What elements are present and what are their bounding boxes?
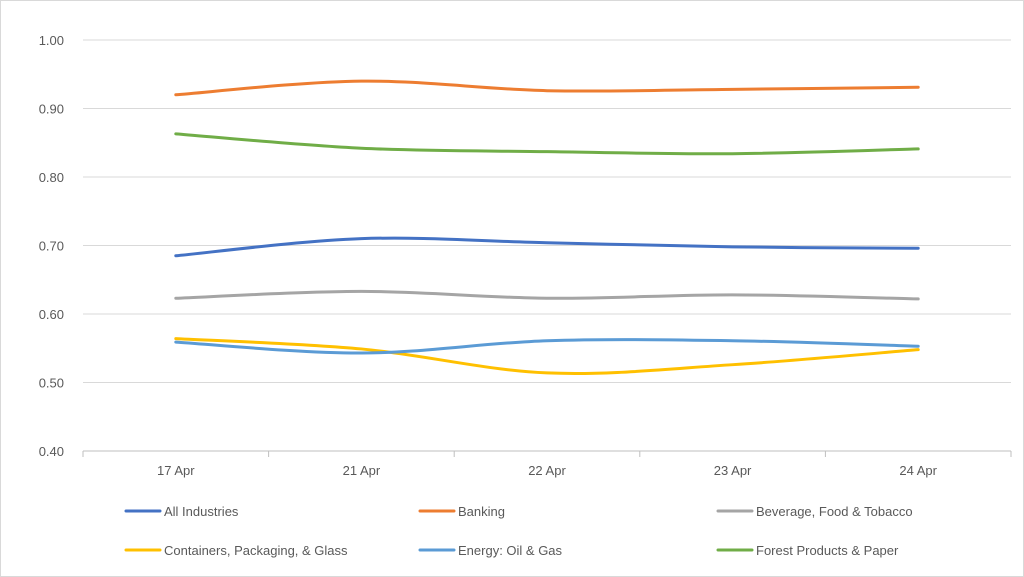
legend-label: Beverage, Food & Tobacco xyxy=(756,504,913,519)
legend-label: All Industries xyxy=(164,504,239,519)
series-lines xyxy=(174,79,920,375)
y-tick-label: 0.80 xyxy=(39,170,64,185)
gridlines xyxy=(82,39,1012,457)
y-axis-ticks: 0.40 0.50 0.60 0.70 0.80 0.90 1.00 xyxy=(39,33,64,459)
series-line-all-industries xyxy=(174,236,920,258)
x-tick-label: 21 Apr xyxy=(343,463,381,478)
series-line-forest-products-paper xyxy=(174,132,920,156)
y-tick-label: 1.00 xyxy=(39,33,64,48)
legend-label: Banking xyxy=(458,504,505,519)
y-tick-label: 0.60 xyxy=(39,307,64,322)
series-line-containers-packaging-glass xyxy=(174,337,920,375)
y-tick-label: 0.50 xyxy=(39,376,64,391)
legend: All Industries Banking Beverage, Food & To… xyxy=(124,504,913,558)
legend-label: Containers, Packaging, & Glass xyxy=(164,543,348,558)
y-tick-label: 0.40 xyxy=(39,444,64,459)
x-tick-label: 24 Apr xyxy=(899,463,937,478)
y-tick-label: 0.70 xyxy=(39,239,64,254)
series-line-banking xyxy=(174,79,920,97)
series-line-beverage-food-tobacco xyxy=(174,289,920,301)
x-tick-label: 22 Apr xyxy=(528,463,566,478)
x-tick-label: 17 Apr xyxy=(157,463,195,478)
series-line-energy-oil-gas xyxy=(174,338,920,355)
legend-label: Forest Products & Paper xyxy=(756,543,899,558)
x-axis-ticks: 17 Apr 21 Apr 22 Apr 23 Apr 24 Apr xyxy=(157,463,938,478)
x-tick-label: 23 Apr xyxy=(714,463,752,478)
legend-label: Energy: Oil & Gas xyxy=(458,543,563,558)
y-tick-label: 0.90 xyxy=(39,102,64,117)
